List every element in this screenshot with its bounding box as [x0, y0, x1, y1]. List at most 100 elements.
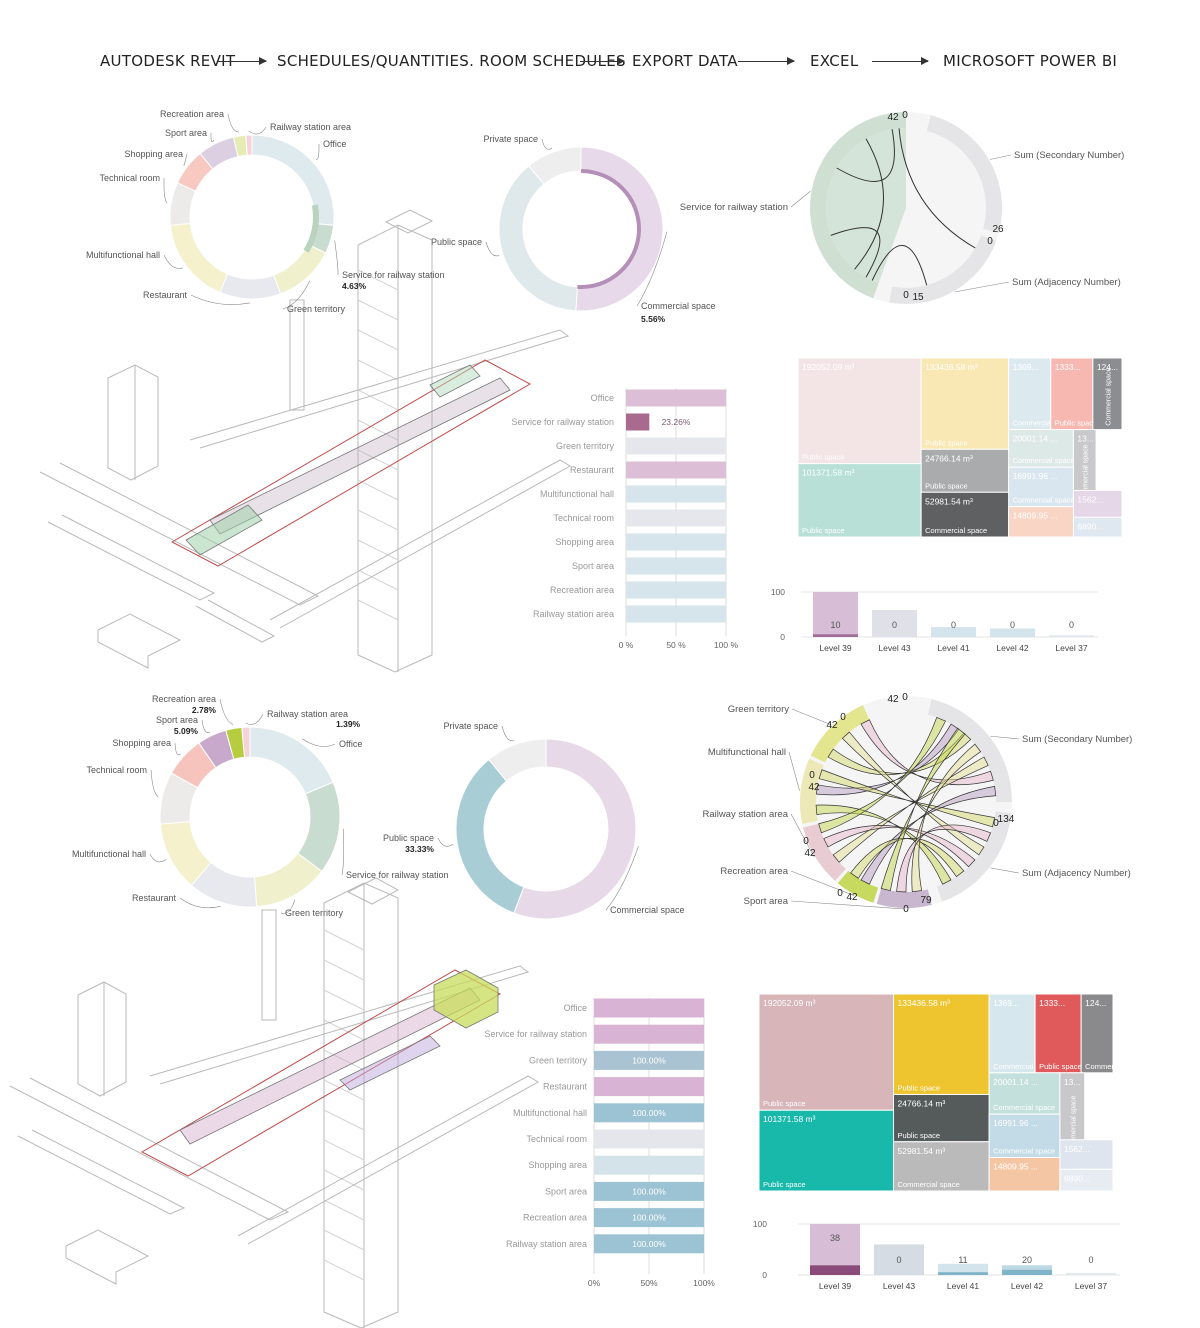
chord-group-arc — [837, 870, 879, 903]
workflow-step-revit: AUTODESK REVIT — [100, 52, 236, 70]
column-data-label: 0 — [896, 1255, 901, 1265]
bar-category-label: Green territory — [556, 441, 615, 451]
donut-label-commercial-space: Commercial space — [641, 301, 716, 311]
donut-label-green-territory: Green territory — [287, 304, 346, 314]
leader-line — [954, 281, 1010, 293]
bar-service-for-railway-station — [594, 1024, 704, 1044]
donut-label-technical-room: Technical room — [99, 173, 160, 183]
donut-slice-railway-station-area — [245, 134, 253, 156]
treemap-category-label: Public space — [1039, 1062, 1082, 1071]
bar-category-label: Railway station area — [533, 609, 614, 619]
treemap-value-label: 52981.54 m³ — [898, 1146, 946, 1156]
bar-data-label: 100.00% — [632, 1186, 666, 1196]
chord-tick-label: 0 — [837, 888, 843, 899]
treemap-tile — [1059, 1168, 1114, 1192]
treemap-category-label: Public space — [763, 1180, 806, 1189]
x-tick-label: 100% — [693, 1278, 715, 1288]
donut-label-railway-station-area: Railway station area — [270, 122, 351, 132]
leader-line — [341, 828, 345, 876]
leader-line — [485, 241, 500, 257]
bar-category-label: Restaurant — [570, 465, 615, 475]
bar-category-label: Office — [591, 393, 614, 403]
column-highlight-level-39 — [813, 634, 858, 637]
bar-restaurant — [594, 1077, 704, 1097]
y-tick-label: 0 — [780, 632, 785, 642]
column-level-37 — [1049, 635, 1094, 637]
x-tick-label: Level 42 — [1011, 1281, 1043, 1291]
chord-ribbon — [854, 138, 884, 270]
bar-data-label: 100.00% — [632, 1055, 666, 1065]
bar-category-label: Sport area — [545, 1186, 587, 1196]
treemap-chart: 192052.09 m³ Public space 133436.58 m³ Publ… — [758, 993, 1147, 1192]
donut-label-office: Office — [339, 739, 362, 749]
chord-tick-label: 79 — [920, 895, 932, 906]
leader-line — [210, 132, 215, 143]
treemap-value-label: 13... — [1077, 434, 1094, 444]
chord-label-sum-secondary-number: Sum (Secondary Number) — [1014, 150, 1124, 161]
bar-sport-area — [594, 1181, 704, 1201]
treemap-value-label: 6890... — [1077, 521, 1103, 531]
treemap-category-label: Commercial space — [1085, 1062, 1147, 1071]
treemap-tile — [920, 491, 1010, 538]
leader-line — [150, 769, 159, 798]
treemap-value-label: 1369... — [993, 998, 1019, 1008]
column-data-label: 10 — [830, 620, 840, 630]
bar-shopping-area — [626, 533, 726, 551]
chord-label-sport-area: Sport area — [744, 896, 789, 907]
column-level-42 — [990, 628, 1035, 637]
workflow-step-schedules: SCHEDULES/QUANTITIES. ROOM SCHEDULES — [277, 52, 626, 70]
chord-label-green-territory: Green territory — [728, 704, 789, 715]
treemap-category-label: Commercial space — [898, 1180, 960, 1189]
treemap-category-label: Public space — [763, 1099, 806, 1108]
leader-line — [541, 138, 553, 150]
bar-category-label: Green territory — [529, 1055, 588, 1065]
chord-ribbon — [818, 716, 946, 834]
column-data-label: 0 — [1010, 620, 1015, 630]
bar-railway-station-area — [626, 605, 726, 623]
column-data-label: 0 — [1088, 1255, 1093, 1265]
treemap-category-label: Public space — [1055, 419, 1098, 428]
treemap-value-label: 52981.54 m³ — [925, 496, 973, 506]
donut-chart: Office 1.39% Service for railway station Gr… — [72, 694, 449, 918]
chord-group-arc — [927, 699, 1012, 802]
bar-office — [594, 998, 704, 1018]
treemap-category-label: Commercial space — [993, 1147, 1055, 1156]
bar-category-label: Restaurant — [543, 1082, 588, 1092]
treemap-value-label: 192052.09 m³ — [763, 998, 816, 1008]
chord-chart: Service for railway station Sum (Secondar… — [680, 110, 1124, 304]
x-tick-label: Level 39 — [819, 1281, 851, 1291]
chord-chart: Green territory Multifunctional hall Railw… — [702, 692, 1132, 915]
donut-label-restaurant: Restaurant — [143, 290, 188, 300]
treemap-tile — [988, 993, 1036, 1074]
x-tick-label: Level 43 — [883, 1281, 915, 1291]
treemap-tile — [758, 1109, 895, 1192]
chord-ribbon — [832, 756, 989, 863]
column-chart: 0 100 38 Level 39 0 Level 43 11 Level 41 20 Level… — [753, 1219, 1120, 1291]
arrow-right-icon — [738, 57, 795, 65]
chord-tick-label: 134 — [998, 814, 1015, 825]
column-level-43 — [874, 1244, 924, 1275]
treemap-value-label: 1333... — [1055, 362, 1081, 372]
donut-slice-commercial-space — [513, 738, 637, 920]
leader-line — [315, 143, 320, 160]
treemap-value-label: 133436.58 m³ — [898, 998, 951, 1008]
donut-label-restaurant: Restaurant — [132, 893, 177, 903]
bar-category-label: Technical room — [526, 1134, 587, 1144]
x-tick-label: 100 % — [714, 640, 739, 650]
treemap-tile — [1059, 1139, 1114, 1170]
treemap-category-label: Public space — [802, 526, 845, 535]
treemap-category-label: Public space — [898, 1083, 941, 1092]
chord-ribbon — [850, 837, 965, 879]
bar-restaurant — [626, 461, 726, 479]
donut-slice-private-space — [488, 738, 547, 782]
treemap-value-label: 24766.14 m³ — [898, 1098, 946, 1108]
leader-line — [183, 153, 188, 166]
leader-line — [990, 867, 1020, 874]
chord-ribbon — [825, 128, 906, 284]
arrow-right-icon — [580, 57, 625, 65]
treemap-category-label: Public space — [898, 1131, 941, 1140]
column-level-39 — [813, 592, 858, 637]
chord-group-arc — [876, 888, 932, 908]
leader-line — [227, 113, 239, 133]
